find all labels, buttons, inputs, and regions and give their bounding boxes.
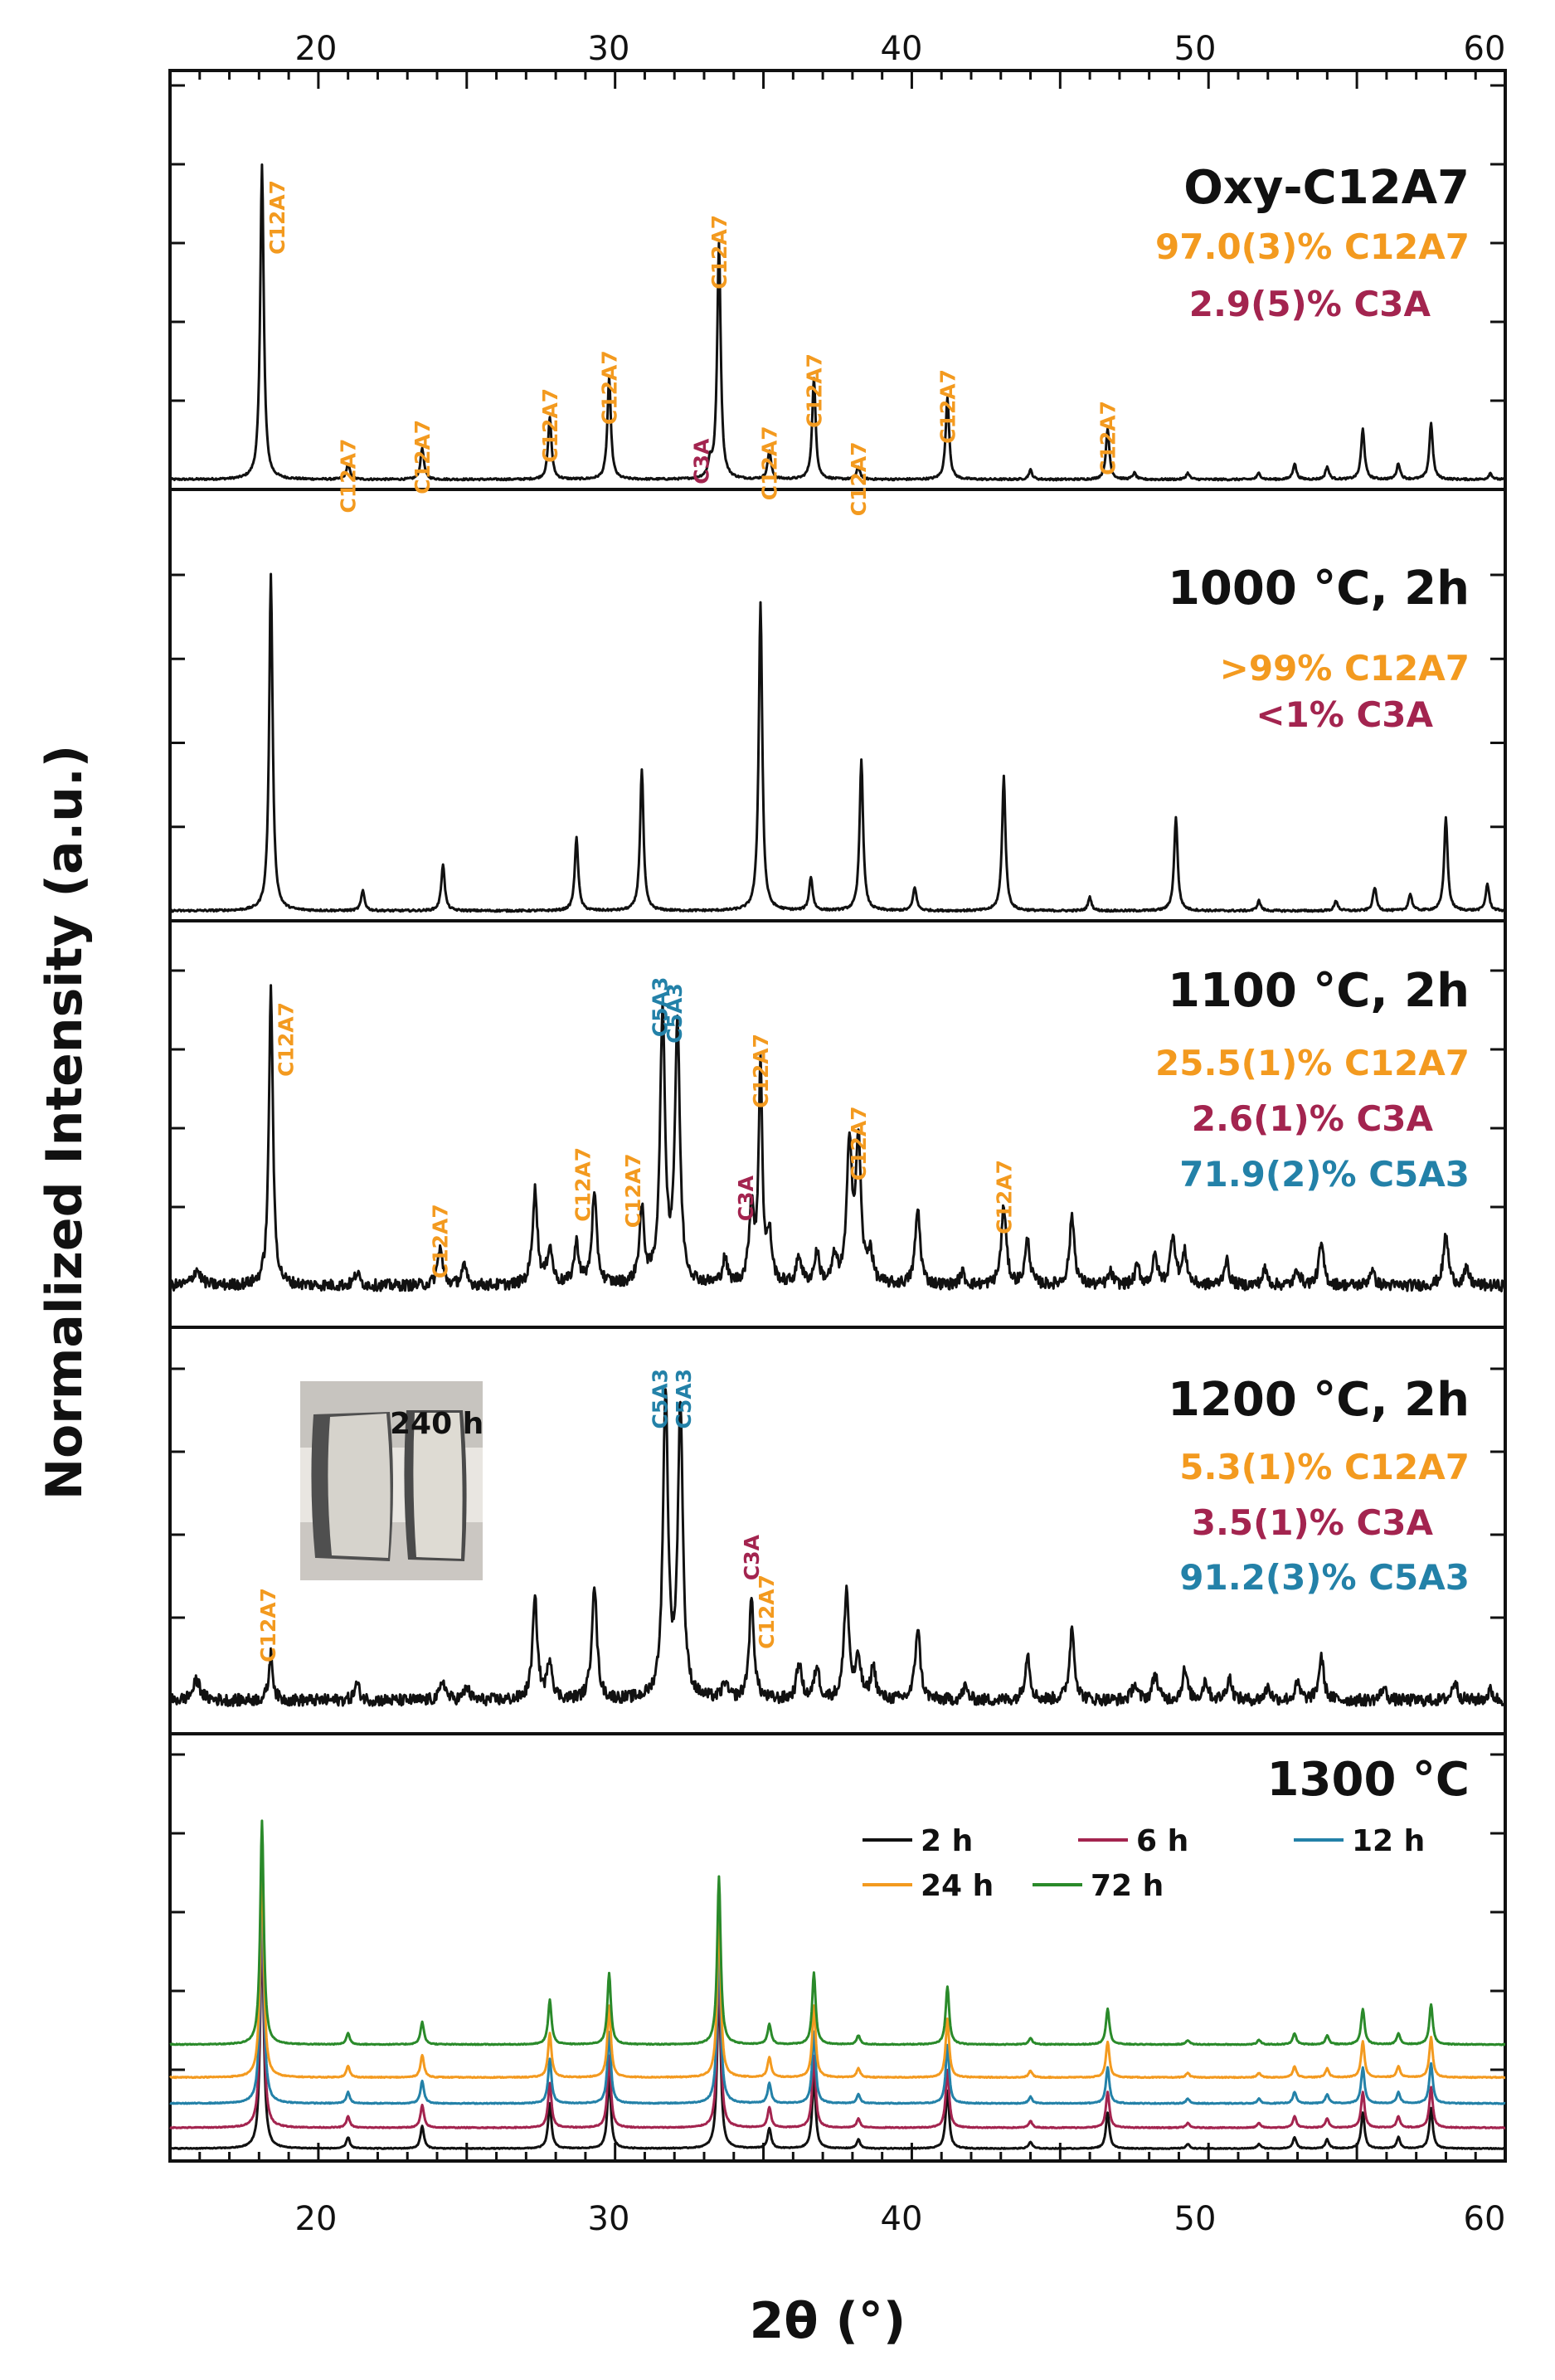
peak-label-c12a7: C12A7 (538, 388, 562, 463)
x-tick-label: 30 (588, 2200, 630, 2238)
legend-label-2h: 2 h (921, 1824, 973, 1858)
peak-label-c5a3: C5A3 (672, 1369, 696, 1429)
top-x-tick-label: 20 (295, 30, 338, 68)
panel-title: 1300 °C (1267, 1753, 1470, 1807)
peak-label-c12a7: C12A7 (755, 1574, 779, 1649)
panel-title: 1200 °C, 2h (1168, 1373, 1470, 1427)
peak-label-c12a7: C12A7 (749, 1034, 773, 1108)
peak-label-c12a7: C12A7 (429, 1204, 453, 1278)
peak-label-c3a: C3A (689, 438, 713, 484)
panel-title: Oxy-C12A7 (1183, 161, 1470, 215)
peak-label-c5a3: C5A3 (648, 1369, 672, 1429)
trace-6h (169, 1902, 1506, 2129)
peak-label-c12a7: C12A7 (758, 426, 782, 500)
peak-label-c12a7: C12A7 (802, 353, 826, 428)
peak-label-c12a7: C12A7 (992, 1160, 1016, 1234)
peak-label-c12a7: C12A7 (621, 1153, 645, 1228)
peak-label-c12a7: C12A7 (847, 441, 871, 516)
inset-caption: 240 h (390, 1407, 484, 1441)
panel-title: 1100 °C, 2h (1168, 964, 1470, 1018)
xrd-trace-p4 (168, 1388, 1507, 1707)
trace-12h (169, 1877, 1506, 2105)
panel-frame (168, 1732, 1507, 2163)
x-tick-label: 40 (881, 2200, 923, 2238)
phase-c5a3: 71.9(2)% C5A3 (1179, 1154, 1470, 1195)
top-x-tick-label: 60 (1464, 30, 1506, 68)
peak-label-c12a7: C12A7 (411, 420, 435, 494)
axis-ticks (168, 71, 1507, 2161)
phase-c5a3: 91.2(3)% C5A3 (1179, 1557, 1470, 1598)
legend: 2 h 6 h 12 h 24 h 72 h (863, 1824, 1425, 1903)
top-x-tick-label: 30 (588, 30, 630, 68)
peak-label-c12a7: C12A7 (598, 350, 622, 425)
phase-c3a: <1% C3A (1256, 694, 1433, 735)
trace-24h (169, 1852, 1506, 2080)
peak-label-c12a7: C12A7 (256, 1588, 280, 1662)
panel-frames (168, 69, 1507, 2163)
top-x-tick-labels: 20 30 40 50 60 (295, 30, 1506, 68)
x-tick-label: 20 (295, 2200, 338, 2238)
peak-label-c5a3: C5A3 (648, 977, 672, 1038)
peak-label-c3a: C3A (734, 1175, 758, 1221)
phase-c3a: 3.5(1)% C3A (1192, 1502, 1434, 1543)
legend-label-6h: 6 h (1136, 1824, 1188, 1858)
x-axis-title: 2θ (°) (750, 2292, 906, 2350)
sample-photo-inset: 240 h (300, 1381, 484, 1580)
panel-title: 1000 °C, 2h (1168, 562, 1470, 616)
phase-c12a7: 5.3(1)% C12A7 (1179, 1447, 1470, 1487)
peak-label-c12a7: C12A7 (935, 369, 960, 444)
xrd-trace-p1 (169, 163, 1506, 482)
peak-label-c12a7: C12A7 (571, 1147, 595, 1222)
trace-72h (169, 1819, 1506, 2047)
peak-label-c12a7: C12A7 (847, 1106, 871, 1180)
phase-c3a: 2.9(5)% C3A (1189, 284, 1431, 324)
legend-label-12h: 12 h (1352, 1824, 1425, 1858)
trace-2h (169, 1923, 1506, 2150)
top-x-tick-label: 40 (881, 30, 923, 68)
phase-c3a: 2.6(1)% C3A (1192, 1098, 1434, 1139)
y-axis-title: Normalized Intensity (a.u.) (36, 745, 94, 1500)
phase-c12a7: >99% C12A7 (1220, 648, 1470, 689)
xrd-trace-p2 (168, 572, 1507, 913)
peak-label-c12a7: C12A7 (337, 439, 361, 513)
phase-c12a7: 97.0(3)% C12A7 (1155, 226, 1470, 267)
x-tick-label: 50 (1174, 2200, 1217, 2238)
sample-piece-right-face (413, 1413, 463, 1559)
xrd-trace-p3 (168, 984, 1507, 1292)
phase-c12a7: 25.5(1)% C12A7 (1155, 1043, 1470, 1083)
legend-label-24h: 24 h (921, 1869, 994, 1903)
peak-label-c5a3: C5A3 (663, 983, 687, 1044)
peak-label-c3a: C3A (740, 1534, 764, 1580)
peak-label-c12a7: C12A7 (1096, 401, 1120, 475)
peak-label-c12a7: C12A7 (275, 1002, 299, 1077)
legend-label-72h: 72 h (1091, 1869, 1164, 1903)
top-x-tick-label: 50 (1174, 30, 1217, 68)
xrd-traces (168, 163, 1507, 2150)
peak-label-c12a7: C12A7 (265, 180, 289, 255)
bottom-x-tick-labels: 20 30 40 50 60 (295, 2200, 1506, 2238)
peak-label-c12a7: C12A7 (707, 215, 731, 290)
sample-piece-left-face (328, 1414, 391, 1558)
x-tick-label: 60 (1464, 2200, 1506, 2238)
